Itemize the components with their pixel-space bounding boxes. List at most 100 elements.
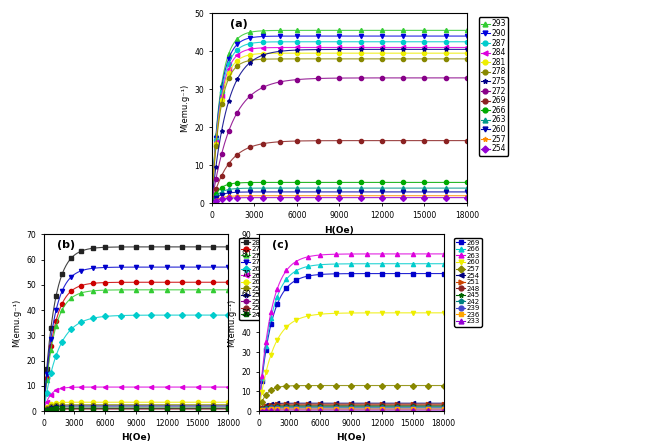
- 245: [267, 404, 275, 409]
- 257: [332, 383, 340, 388]
- 274: [89, 288, 97, 293]
- 257: [463, 193, 471, 198]
- 271: [209, 264, 217, 270]
- 260: [362, 310, 370, 316]
- Line: 262: 262: [44, 400, 230, 409]
- 256: [209, 404, 217, 409]
- 256: [101, 404, 110, 409]
- 248: [439, 403, 448, 408]
- Line: 257: 257: [259, 384, 446, 404]
- 266: [357, 180, 365, 185]
- 269: [259, 141, 267, 146]
- 260: [378, 189, 386, 194]
- 236: [267, 407, 275, 412]
- 256: [224, 404, 233, 409]
- Line: 247: 247: [44, 406, 230, 412]
- 266: [378, 180, 386, 185]
- 281: [259, 51, 267, 56]
- 278: [293, 56, 301, 61]
- 278: [357, 56, 365, 61]
- 269: [258, 378, 266, 383]
- 245: [258, 406, 266, 412]
- 287: [233, 47, 241, 53]
- 290: [314, 34, 322, 39]
- 265: [178, 385, 186, 390]
- 236: [409, 407, 417, 412]
- 242: [424, 404, 432, 410]
- 233: [332, 408, 340, 413]
- 269: [273, 301, 282, 307]
- 266: [314, 180, 322, 185]
- Line: 254: 254: [259, 401, 446, 410]
- 253: [47, 407, 55, 412]
- 236: [282, 407, 290, 412]
- 263: [439, 251, 448, 256]
- 281: [218, 97, 226, 103]
- 266: [262, 343, 270, 349]
- 266: [409, 261, 417, 267]
- 254: [282, 400, 290, 406]
- 277: [178, 280, 186, 285]
- 275: [335, 47, 343, 52]
- 263: [282, 268, 290, 273]
- 257: [273, 385, 282, 390]
- X-axis label: H(Oe): H(Oe): [325, 225, 354, 235]
- 268: [163, 312, 171, 318]
- 257: [293, 193, 301, 198]
- 236: [347, 407, 355, 412]
- 245: [347, 404, 355, 409]
- Line: 266: 266: [259, 262, 446, 381]
- 253: [224, 406, 233, 411]
- 251: [393, 401, 401, 407]
- 257: [212, 197, 220, 202]
- 281: [246, 52, 254, 57]
- 263: [258, 373, 266, 379]
- Line: 259: 259: [44, 403, 230, 410]
- 293: [293, 28, 301, 33]
- 269: [378, 138, 386, 143]
- 260: [409, 310, 417, 316]
- 266: [362, 261, 370, 267]
- Line: 275: 275: [214, 47, 469, 169]
- 274: [163, 287, 171, 293]
- 233: [258, 408, 266, 413]
- 250: [194, 406, 202, 412]
- 272: [335, 76, 343, 81]
- 284: [399, 45, 407, 50]
- 269: [314, 138, 322, 143]
- 253: [194, 406, 202, 411]
- 257: [218, 195, 226, 200]
- 248: [317, 403, 325, 408]
- 257: [347, 383, 355, 388]
- 263: [362, 251, 370, 257]
- 265: [52, 388, 60, 393]
- 262: [117, 400, 125, 405]
- 275: [212, 164, 220, 169]
- 262: [209, 400, 217, 405]
- 278: [399, 56, 407, 61]
- 290: [463, 34, 471, 39]
- 263: [292, 259, 300, 264]
- 239: [304, 405, 312, 411]
- 254: [267, 401, 275, 407]
- 263: [273, 286, 282, 292]
- 260: [399, 189, 407, 194]
- Line: 254: 254: [214, 195, 469, 203]
- 271: [117, 264, 125, 270]
- 265: [147, 385, 155, 390]
- 281: [421, 50, 429, 56]
- 262: [89, 400, 97, 405]
- 274: [117, 287, 125, 293]
- 256: [147, 404, 155, 409]
- 271: [224, 264, 233, 270]
- 250: [163, 406, 171, 412]
- 290: [399, 34, 407, 39]
- 260: [293, 189, 301, 194]
- 257: [276, 193, 284, 198]
- 271: [47, 336, 55, 341]
- 272: [442, 75, 450, 80]
- 265: [43, 399, 51, 404]
- 266: [442, 180, 450, 185]
- 259: [77, 402, 85, 408]
- 263: [218, 189, 226, 194]
